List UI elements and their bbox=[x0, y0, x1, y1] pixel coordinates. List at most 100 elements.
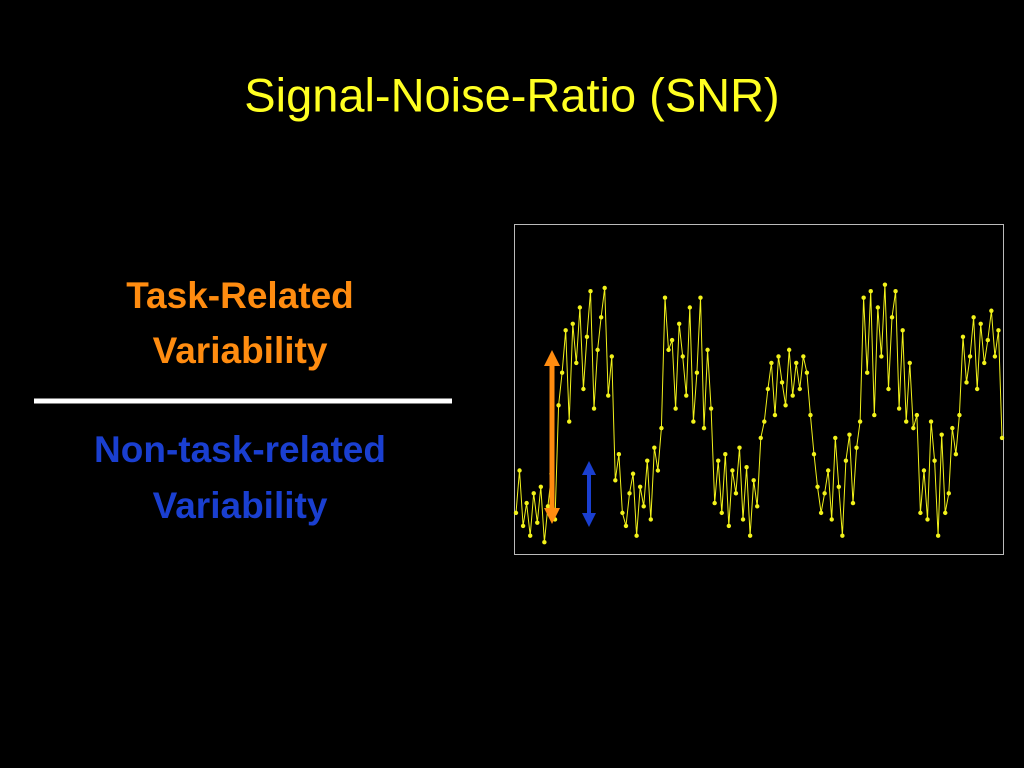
signal-point bbox=[978, 321, 983, 326]
signal-point bbox=[786, 347, 792, 353]
signal-point bbox=[524, 500, 529, 506]
signal-point bbox=[758, 435, 763, 441]
signal-point bbox=[652, 445, 657, 450]
signal-point bbox=[577, 305, 583, 310]
signal-point bbox=[740, 517, 746, 522]
signal-point bbox=[730, 468, 735, 473]
signal-point bbox=[982, 360, 987, 366]
signal-point bbox=[815, 484, 820, 489]
signal-point bbox=[872, 412, 877, 418]
signal-point bbox=[513, 510, 519, 516]
signal-point bbox=[563, 328, 568, 333]
signal-point bbox=[609, 354, 614, 359]
signal-point bbox=[769, 360, 774, 366]
signal-point bbox=[967, 354, 973, 359]
signal-point bbox=[779, 380, 785, 385]
signal-point bbox=[946, 491, 951, 496]
signal-point bbox=[694, 370, 700, 375]
signal-point bbox=[879, 354, 884, 359]
signal-point bbox=[595, 347, 600, 353]
signal-point bbox=[960, 334, 966, 340]
signal-point bbox=[701, 425, 707, 431]
signal-point bbox=[893, 289, 898, 294]
signal-point bbox=[964, 380, 969, 385]
signal-point bbox=[517, 468, 522, 473]
signal-point bbox=[776, 354, 781, 359]
signal-point bbox=[527, 533, 533, 538]
signal-arrow bbox=[544, 350, 560, 524]
signal-point bbox=[904, 419, 909, 424]
signal-point bbox=[623, 523, 629, 529]
signal-point bbox=[850, 500, 856, 506]
plot-frame bbox=[514, 224, 1004, 555]
signal-point bbox=[918, 510, 923, 516]
signal-point bbox=[833, 435, 838, 441]
signal-point bbox=[939, 432, 944, 437]
signal-point bbox=[900, 328, 905, 333]
signal-point bbox=[996, 328, 1001, 333]
signal-point bbox=[861, 295, 866, 300]
numerator-label: Task-Related bbox=[126, 275, 354, 316]
signal-point bbox=[634, 533, 639, 538]
signal-point bbox=[591, 406, 597, 411]
signal-point bbox=[662, 295, 668, 300]
signal-line bbox=[515, 284, 1003, 543]
signal-point bbox=[669, 337, 675, 343]
signal-point bbox=[974, 386, 980, 392]
signal-point bbox=[985, 337, 991, 343]
signal-point bbox=[570, 321, 575, 326]
signal-point bbox=[712, 500, 717, 506]
signal-point bbox=[921, 468, 927, 473]
signal-point bbox=[825, 468, 831, 473]
signal-point bbox=[953, 452, 959, 457]
signal-point bbox=[567, 419, 572, 424]
signal-point bbox=[648, 517, 654, 522]
signal-point bbox=[886, 386, 891, 392]
signal-point bbox=[790, 393, 795, 398]
signal-point bbox=[818, 510, 824, 516]
signal-point bbox=[584, 334, 590, 340]
signal-point bbox=[950, 425, 955, 431]
signal-point bbox=[673, 406, 678, 411]
signal-point bbox=[687, 305, 693, 310]
signal-point bbox=[737, 445, 742, 450]
signal-point bbox=[655, 468, 661, 473]
signal-point bbox=[992, 354, 998, 359]
signal-point bbox=[705, 347, 710, 353]
signal-point bbox=[801, 354, 806, 359]
signal-point bbox=[641, 504, 646, 509]
signal-point bbox=[723, 452, 728, 457]
signal-point bbox=[616, 452, 622, 457]
signal-point bbox=[989, 308, 994, 313]
signal-point bbox=[606, 393, 611, 398]
signal-point bbox=[755, 504, 760, 509]
signal-point bbox=[574, 360, 579, 366]
signal-point bbox=[588, 289, 593, 294]
numerator-label: Variability bbox=[153, 330, 328, 371]
signal-point bbox=[744, 465, 749, 470]
signal-point bbox=[676, 321, 682, 326]
signal-point bbox=[772, 412, 778, 418]
signal-point bbox=[797, 386, 802, 392]
denominator-label: Non-task-related bbox=[94, 429, 386, 470]
signal-point bbox=[889, 315, 895, 320]
signal-point bbox=[928, 419, 934, 424]
slide-title: Signal-Noise-Ratio (SNR) bbox=[244, 68, 779, 121]
signal-point bbox=[811, 452, 817, 457]
signal-point bbox=[765, 386, 771, 392]
signal-point bbox=[857, 419, 863, 424]
signal-point bbox=[716, 458, 721, 463]
signal-point bbox=[598, 315, 604, 320]
signal-point bbox=[556, 403, 561, 408]
signal-point bbox=[637, 484, 643, 489]
signal-point bbox=[914, 412, 920, 418]
signal-point bbox=[708, 406, 714, 411]
plot bbox=[513, 282, 1005, 545]
signal-point bbox=[684, 393, 689, 398]
signal-point bbox=[545, 504, 551, 509]
signal-point bbox=[864, 370, 870, 375]
noise-arrow bbox=[582, 461, 596, 527]
signal-point bbox=[932, 458, 937, 463]
signal-point bbox=[875, 305, 881, 310]
signal-point bbox=[581, 386, 586, 392]
